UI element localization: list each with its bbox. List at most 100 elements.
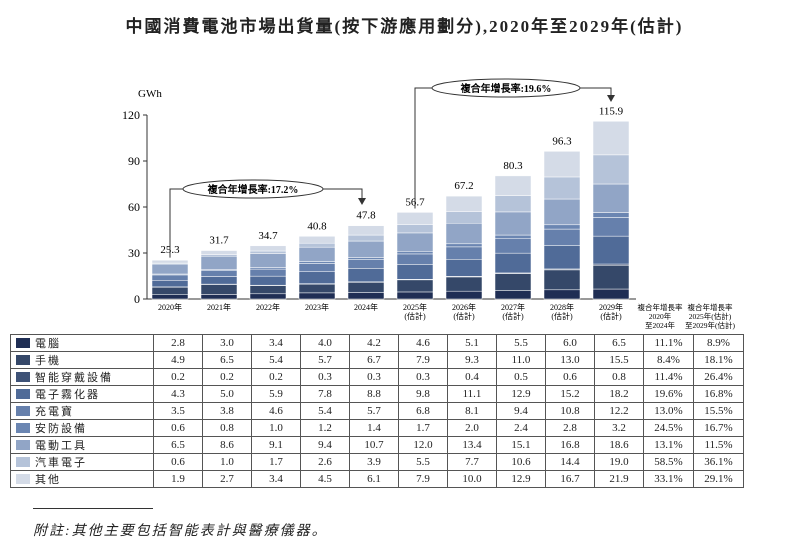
table-cell: 12.9 — [496, 470, 546, 488]
bar-segment-充電寶 — [347, 259, 385, 269]
table-cell: 3.5 — [153, 402, 203, 420]
row-label: 安防設備 — [10, 419, 154, 437]
bar-segment-充電寶 — [151, 274, 189, 281]
bar-segment-安防設備 — [543, 224, 581, 230]
bar-segment-電子霧化器 — [151, 280, 189, 288]
table-cell: 0.2 — [153, 368, 203, 386]
table-cell: 3.9 — [349, 453, 399, 471]
table-cell: 7.7 — [447, 453, 497, 471]
legend-label: 智能穿戴設備 — [35, 372, 113, 384]
legend-swatch — [16, 423, 30, 433]
table-cell: 5.9 — [251, 385, 301, 403]
table-cell: 2.4 — [496, 419, 546, 437]
x-tick-label: 2023年 — [305, 302, 329, 312]
legend-swatch — [16, 457, 30, 467]
table-cell: 0.6 — [545, 368, 595, 386]
y-tick-label: 90 — [128, 154, 140, 168]
table-row: 充電寶 3.5 3.8 4.6 5.4 5.7 6.8 8.1 9.4 10.8 12.2 13.0%… — [10, 402, 744, 420]
legend-label: 汽車電子 — [35, 457, 87, 469]
table-cell: 3.2 — [594, 419, 644, 437]
x-tick-label: (估計) — [453, 311, 475, 321]
table-cell: 9.3 — [447, 351, 497, 369]
row-label: 電動工具 — [10, 436, 154, 454]
table-cell: 0.3 — [300, 368, 350, 386]
bar-segment-電動工具 — [396, 232, 434, 252]
table-cell: 10.6 — [496, 453, 546, 471]
footnote: 附註:其他主要包括智能表計與醫療儀器。 — [33, 524, 328, 539]
table-cell: 14.4 — [545, 453, 595, 471]
table-cell: 6.8 — [398, 402, 448, 420]
cagr-cell: 24.5% — [643, 419, 694, 437]
legend-label: 其他 — [35, 474, 61, 486]
cagr-cell: 26.4% — [693, 368, 744, 386]
bar-segment-手機 — [151, 286, 189, 295]
legend-label: 手機 — [35, 355, 61, 367]
cagr-cell: 11.4% — [643, 368, 694, 386]
table-cell: 1.4 — [349, 419, 399, 437]
table-cell: 12.9 — [496, 385, 546, 403]
table-cell: 0.3 — [398, 368, 448, 386]
table-cell: 8.1 — [447, 402, 497, 420]
table-cell: 19.0 — [594, 453, 644, 471]
bar-segment-手機 — [347, 282, 385, 293]
table-cell: 0.3 — [349, 368, 399, 386]
table-row: 電腦 2.8 3.0 3.4 4.0 4.2 4.6 5.1 5.5 6.0 6.5 11.1% 8.9… — [10, 334, 744, 352]
table-cell: 2.7 — [202, 470, 252, 488]
legend-label: 充電寶 — [35, 406, 74, 418]
bar-segment-充電寶 — [592, 217, 630, 237]
row-label: 智能穿戴設備 — [10, 368, 154, 386]
bar-segment-電腦 — [347, 292, 385, 300]
cagr-header: 至2024年 — [645, 320, 675, 330]
bar-segment-電腦 — [249, 293, 287, 300]
cagr-cell: 11.1% — [643, 334, 694, 352]
table-row: 電子霧化器 4.3 5.0 5.9 7.8 8.8 9.8 11.1 12.9 15.2 18.2 1… — [10, 385, 744, 403]
table-cell: 5.7 — [349, 402, 399, 420]
cagr-cell: 58.5% — [643, 453, 694, 471]
table-cell: 6.5 — [153, 436, 203, 454]
table-cell: 11.0 — [496, 351, 546, 369]
bar-segment-手機 — [543, 269, 581, 291]
bar-segment-手機 — [445, 276, 483, 292]
arrow-head-icon — [358, 198, 366, 205]
bar-segment-汽車電子 — [543, 176, 581, 200]
bar-segment-安防設備 — [298, 261, 336, 264]
table-cell: 21.9 — [594, 470, 644, 488]
table-cell: 9.1 — [251, 436, 301, 454]
bar-segment-充電寶 — [200, 270, 238, 277]
bar-segment-充電寶 — [396, 253, 434, 265]
table-cell: 10.0 — [447, 470, 497, 488]
bar-segment-手機 — [298, 283, 336, 294]
table-cell: 12.2 — [594, 402, 644, 420]
bar-segment-其他 — [543, 151, 581, 178]
total-label: 115.9 — [599, 105, 624, 117]
x-tick-label: 2022年 — [256, 302, 280, 312]
bar-segment-充電寶 — [249, 268, 287, 277]
bar-segment-電子霧化器 — [249, 275, 287, 286]
x-tick-label: 2028年 — [550, 302, 574, 312]
bar-segment-汽車電子 — [494, 195, 532, 213]
row-label: 其他 — [10, 470, 154, 488]
x-tick-label: (估計) — [404, 311, 426, 321]
x-tick-label: 2026年 — [452, 302, 476, 312]
table-cell: 5.0 — [202, 385, 252, 403]
bar-segment-電子霧化器 — [200, 276, 238, 285]
total-label: 96.3 — [552, 135, 572, 147]
table-cell: 5.5 — [496, 334, 546, 352]
bar-segment-電子霧化器 — [347, 268, 385, 283]
cagr-cell: 16.8% — [693, 385, 744, 403]
table-cell: 5.1 — [447, 334, 497, 352]
y-tick-label: 0 — [134, 292, 140, 306]
table-cell: 7.8 — [300, 385, 350, 403]
bar-segment-手機 — [592, 265, 630, 290]
table-cell: 5.4 — [251, 351, 301, 369]
total-label: 47.8 — [356, 210, 376, 222]
y-axis-label: GWh — [138, 88, 162, 100]
table-row: 安防設備 0.6 0.8 1.0 1.2 1.4 1.7 2.0 2.4 2.8 3.2 24.5% 1… — [10, 419, 744, 437]
bar-segment-電動工具 — [151, 263, 189, 275]
x-tick-label: 2021年 — [207, 302, 231, 312]
bar-segment-電動工具 — [200, 255, 238, 270]
bar-segment-電腦 — [445, 290, 483, 300]
bar-segment-其他 — [592, 121, 630, 156]
bar-segment-汽車電子 — [396, 224, 434, 234]
cagr-bubble — [431, 78, 581, 98]
